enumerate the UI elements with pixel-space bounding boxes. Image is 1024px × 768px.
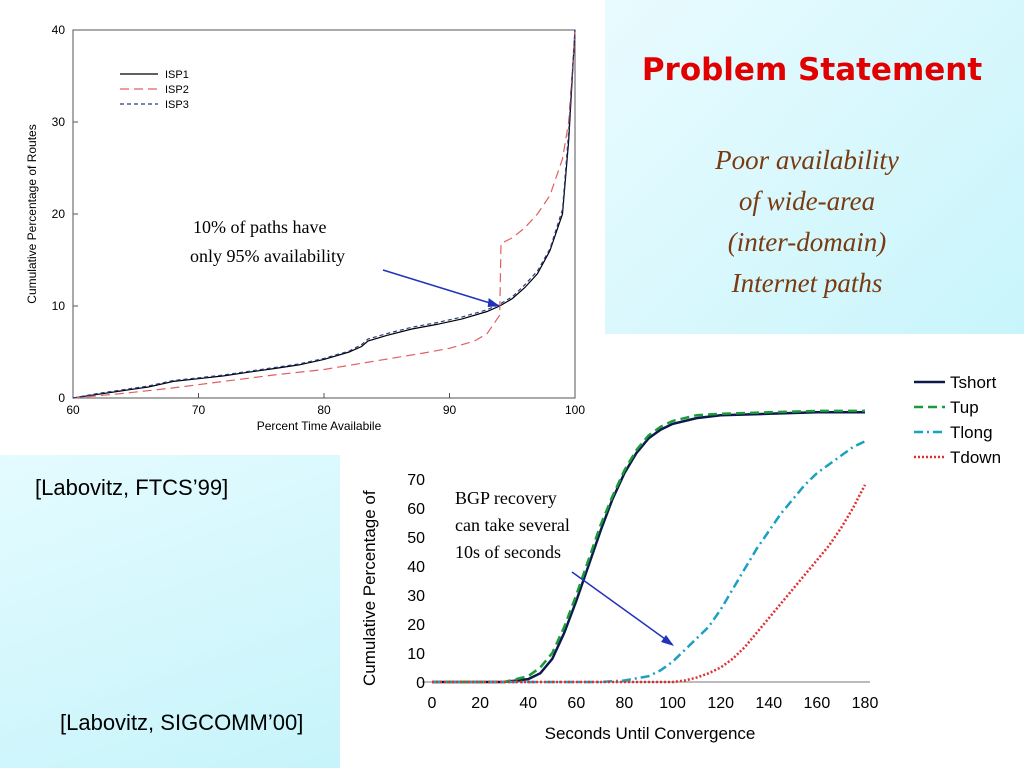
citation-sigcomm: [Labovitz, SIGCOMM’00] (60, 710, 304, 735)
y-axis-label: Cumulative Percentage of (360, 490, 379, 686)
background-panel-top-right (605, 0, 1024, 334)
x-tick-label: 140 (755, 695, 782, 712)
annotation-line-2: only 95% availability (190, 246, 345, 266)
x-tick-label: 70 (192, 403, 206, 417)
x-tick-label: 180 (852, 695, 879, 712)
subtitle-line-4: Internet paths (731, 268, 883, 298)
series-line-tlong (432, 440, 866, 684)
background-panel-bottom-left (0, 455, 340, 768)
x-tick-label: 60 (66, 403, 80, 417)
y-tick-label: 30 (52, 115, 66, 129)
series-line-isp3 (72, 29, 576, 399)
legend-label-tlong: Tlong (950, 423, 993, 442)
citation-ftcs: [Labovitz, FTCS’99] (35, 475, 229, 500)
annotation-arrowhead (487, 298, 500, 307)
series-line-isp2 (72, 29, 576, 399)
y-tick-label: 10 (52, 299, 66, 313)
x-tick-label: 100 (659, 695, 686, 712)
annotation-arrowhead (661, 635, 674, 646)
series-line-isp1 (72, 29, 576, 399)
slide-title: Problem Statement (641, 52, 983, 88)
availability-chart: 60 70 80 90 100 0 10 20 30 40 Percent Time Availab… (25, 23, 585, 433)
subtitle-line-2: of wide-area (738, 186, 876, 216)
y-tick-label: 70 (407, 472, 425, 489)
y-tick-label: 60 (407, 501, 425, 518)
x-tick-label: 160 (804, 695, 831, 712)
x-tick-label: 0 (428, 695, 437, 712)
y-tick-label: 50 (407, 530, 425, 547)
annotation-line-2: can take several (455, 515, 570, 535)
y-tick-label: 40 (52, 23, 66, 37)
annotation-arrow (571, 571, 673, 645)
legend-label-isp1: ISP1 (165, 69, 189, 81)
x-axis-label: Percent Time Availabile (257, 419, 382, 433)
series-line-tdown (432, 484, 867, 684)
legend-label-tdown: Tdown (950, 448, 1001, 467)
y-axis-label: Cumulative Percentage of Routes (25, 124, 39, 303)
y-tick-label: 10 (407, 646, 425, 663)
x-tick-label: 80 (616, 695, 634, 712)
legend-label-tup: Tup (950, 398, 979, 417)
x-tick-label: 100 (565, 403, 585, 417)
x-tick-label: 60 (567, 695, 585, 712)
x-axis-label: Seconds Until Convergence (545, 724, 756, 743)
y-tick-label: 0 (58, 391, 65, 405)
y-tick-label: 0 (416, 675, 425, 692)
annotation-line-1: 10% of paths have (193, 217, 326, 237)
subtitle-line-1: Poor availability (715, 145, 899, 175)
x-tick-label: 80 (317, 403, 331, 417)
x-tick-label: 40 (519, 695, 537, 712)
x-tick-label: 20 (471, 695, 489, 712)
y-tick-label: 20 (407, 617, 425, 634)
y-tick-label: 20 (52, 207, 66, 221)
legend-label-tshort: Tshort (950, 373, 997, 392)
series-line-tup (432, 409, 865, 684)
y-tick-label: 30 (407, 588, 425, 605)
series-line-tshort (432, 411, 865, 684)
x-tick-label: 90 (443, 403, 457, 417)
annotation-arrow (382, 269, 500, 307)
subtitle-line-3: (inter-domain) (727, 227, 887, 257)
annotation-line-1: BGP recovery (455, 488, 557, 508)
y-tick-label: 40 (407, 559, 425, 576)
legend-label-isp3: ISP3 (165, 99, 189, 111)
x-tick-label: 120 (707, 695, 734, 712)
annotation-line-3: 10s of seconds (455, 542, 561, 562)
legend-label-isp2: ISP2 (165, 84, 189, 96)
plot-area (72, 29, 576, 399)
